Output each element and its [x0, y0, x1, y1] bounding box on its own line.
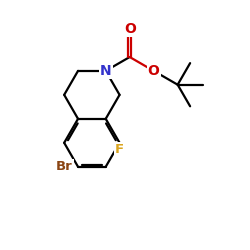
Text: Br: Br: [56, 160, 73, 173]
Text: O: O: [148, 64, 160, 78]
Text: F: F: [115, 143, 124, 156]
Text: O: O: [124, 22, 136, 36]
Text: N: N: [100, 64, 112, 78]
